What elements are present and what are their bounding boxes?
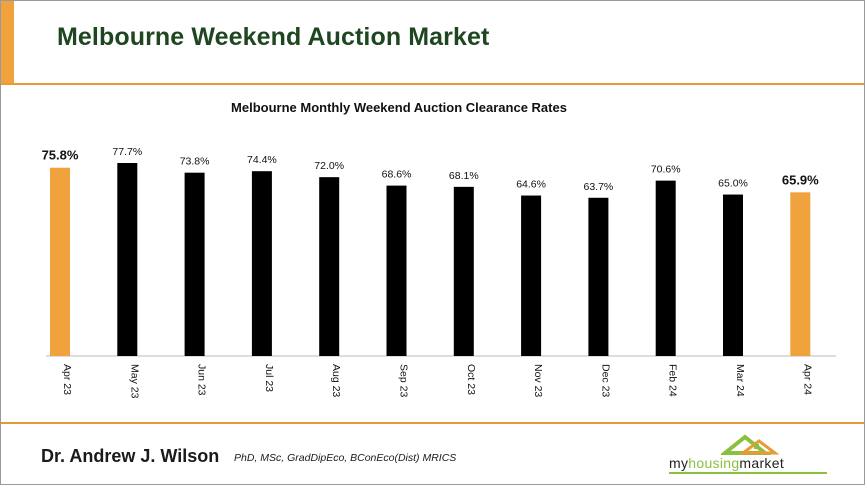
data-label: 77.7% bbox=[112, 146, 142, 158]
bar bbox=[790, 192, 811, 356]
x-tick-label: Oct 23 bbox=[465, 364, 477, 395]
data-label: 64.6% bbox=[516, 179, 546, 191]
footer-divider bbox=[1, 422, 864, 424]
x-tick-label: Apr 23 bbox=[61, 364, 73, 395]
page-title: Melbourne Weekend Auction Market bbox=[57, 23, 490, 51]
x-tick-label: Sep 23 bbox=[398, 364, 410, 397]
x-tick-label: May 23 bbox=[128, 364, 140, 399]
logo-underline bbox=[669, 472, 827, 474]
bar bbox=[588, 197, 609, 356]
data-label: 72.0% bbox=[314, 160, 344, 172]
bar bbox=[453, 186, 474, 356]
bar bbox=[117, 163, 138, 356]
bar bbox=[319, 177, 340, 356]
data-label: 68.1% bbox=[449, 170, 479, 182]
x-tick-label: Aug 23 bbox=[330, 364, 342, 397]
data-label: 65.9% bbox=[782, 172, 819, 187]
bar bbox=[50, 167, 70, 356]
data-label: 74.4% bbox=[247, 154, 277, 166]
bar-chart: Melbourne Monthly Weekend Auction Cleara… bbox=[42, 100, 836, 399]
x-tick-label: Jun 23 bbox=[196, 364, 208, 396]
bar bbox=[184, 172, 205, 356]
chart-title: Melbourne Monthly Weekend Auction Cleara… bbox=[231, 100, 567, 115]
presenter-name: Dr. Andrew J. Wilson bbox=[41, 446, 220, 466]
bar bbox=[723, 194, 743, 356]
x-tick-label: Apr 24 bbox=[801, 364, 813, 395]
bar bbox=[386, 185, 407, 356]
data-label: 63.7% bbox=[584, 181, 614, 193]
x-tick-label: Jul 23 bbox=[263, 364, 275, 392]
data-label: 68.6% bbox=[382, 169, 412, 181]
house-icon bbox=[721, 434, 780, 455]
x-tick-label: Dec 23 bbox=[599, 364, 611, 397]
x-tick-label: Nov 23 bbox=[532, 364, 544, 397]
bar bbox=[521, 195, 542, 356]
myhousingmarket-logo: myhousingmarket bbox=[669, 429, 829, 475]
accent-bar bbox=[1, 1, 14, 83]
x-tick-label: Mar 24 bbox=[734, 364, 746, 397]
data-label: 73.8% bbox=[180, 156, 210, 168]
header-divider bbox=[1, 83, 864, 85]
presenter-credentials: PhD, MSc, GradDipEco, BConEco(Dist) MRIC… bbox=[234, 452, 457, 464]
bar bbox=[251, 171, 272, 356]
x-tick-label: Feb 24 bbox=[667, 364, 679, 397]
data-label: 70.6% bbox=[651, 164, 681, 176]
bar bbox=[655, 180, 676, 356]
logo-wordmark: myhousingmarket bbox=[669, 455, 785, 471]
data-label: 65.0% bbox=[718, 178, 748, 190]
data-label: 75.8% bbox=[42, 148, 79, 163]
